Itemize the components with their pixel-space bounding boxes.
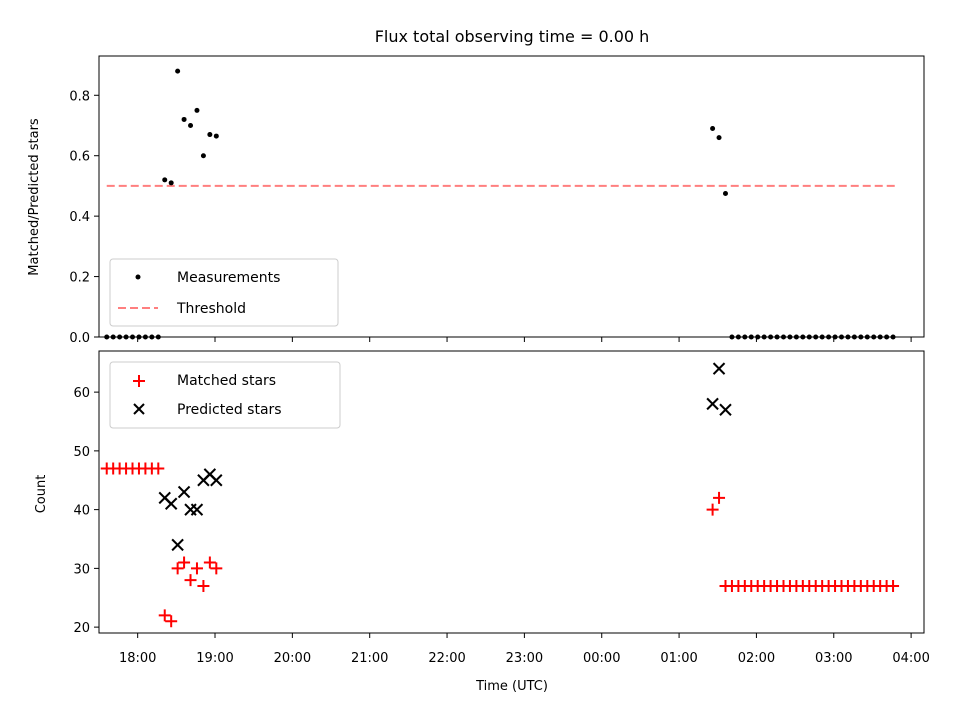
measurement-point [168, 180, 174, 186]
measurement-point [710, 126, 716, 132]
matched-star-point [706, 503, 719, 516]
legend-marker-matched [133, 375, 145, 387]
matched-star-point [713, 491, 726, 504]
predicted-star-point [190, 503, 204, 516]
x-tick-label: 01:00 [660, 651, 697, 666]
bottom-legend-box [109, 361, 341, 429]
bottom-x-axis: 18:00 19:00 20:00 21:00 22:00 23:00 00:00 01:00… [119, 633, 930, 666]
matched-star-point [152, 462, 165, 475]
top-panel: 0.00.20.40.60.8 Matched/Predicted stars … [27, 55, 925, 346]
legend-label-measurements: Measurements [177, 270, 280, 286]
x-tick-label: 03:00 [815, 651, 852, 666]
top-x-axis [137, 337, 912, 342]
legend-marker-measurements [135, 274, 141, 280]
top-y-tick-label: 0.0 [69, 331, 90, 346]
x-tick-label: 00:00 [583, 651, 620, 666]
measurement-point [175, 68, 181, 74]
matched-star-point [158, 609, 171, 622]
bottom-y-tick-label: 30 [73, 562, 90, 577]
legend-label-threshold: Threshold [176, 301, 246, 317]
predicted-star-point [706, 397, 719, 411]
measurement-point [213, 133, 219, 139]
matched-star-point [171, 562, 184, 575]
measurement-point [200, 153, 206, 159]
bottom-y-tick-label: 60 [73, 386, 90, 401]
predicted-star-point [164, 497, 178, 510]
x-axis-label: Time (UTC) [475, 679, 548, 694]
bottom-y-axis-label: Count [34, 475, 49, 514]
matched-star-point [887, 580, 900, 592]
top-legend: Measurements Threshold [109, 258, 339, 327]
legend-label-predicted: Predicted stars [177, 402, 282, 418]
x-tick-label: 22:00 [428, 651, 465, 666]
x-tick-label: 21:00 [351, 651, 388, 666]
measurement-point [722, 190, 728, 196]
top-axes-frame [98, 55, 925, 338]
bottom-legend: Matched stars Predicted stars [109, 361, 341, 429]
predicted-star-point [171, 538, 184, 552]
chart-title: Flux total observing time = 0.00 h [375, 27, 650, 46]
top-y-tick-label: 0.8 [69, 89, 90, 104]
matched-star-point [184, 574, 197, 587]
x-tick-label: 04:00 [892, 651, 929, 666]
measurement-point [207, 132, 213, 138]
x-tick-label: 02:00 [738, 651, 775, 666]
bottom-y-tick-label: 40 [73, 504, 90, 519]
top-y-axis: 0.0 0.2 0.4 0.6 0.8 [69, 89, 99, 346]
measurement-point [188, 122, 194, 128]
bottom-y-tick-label: 50 [73, 445, 90, 460]
measurement-point [194, 107, 200, 113]
matched-star-point [190, 562, 203, 575]
predicted-star-point [719, 403, 732, 416]
x-tick-label: 19:00 [196, 651, 233, 666]
predicted-star-point [712, 362, 726, 375]
x-tick-label: 23:00 [506, 651, 543, 666]
bottom-plot-area [100, 362, 900, 628]
top-y-tick-label: 0.6 [69, 150, 90, 165]
x-tick-label: 20:00 [274, 651, 311, 666]
matched-star-point [203, 556, 216, 569]
matched-star-point [178, 556, 191, 569]
top-y-tick-label: 0.4 [69, 210, 90, 225]
top-y-tick-label: 0.2 [69, 271, 90, 286]
measurement-point [162, 177, 168, 183]
legend-marker-predicted [133, 403, 145, 415]
measurement-point [716, 135, 722, 141]
predicted-star-point [177, 485, 191, 499]
x-tick-label: 18:00 [119, 651, 156, 666]
bottom-y-axis: 20 30 40 50 60 [73, 386, 99, 636]
bottom-panel: 20 30 40 50 60 18:00 19:00 20:00 21:00 22:00 23:0… [34, 350, 930, 694]
predicted-star-point [210, 474, 223, 487]
top-y-axis-label: Matched/Predicted stars [27, 118, 42, 276]
bottom-y-tick-label: 20 [73, 621, 90, 636]
bottom-axes-frame [98, 350, 925, 634]
matched-star-point [210, 562, 223, 575]
matched-star-point [197, 580, 210, 592]
matched-star-point [165, 615, 178, 628]
top-legend-box [109, 258, 339, 327]
legend-label-matched: Matched stars [177, 373, 276, 389]
measurement-point [181, 116, 187, 122]
